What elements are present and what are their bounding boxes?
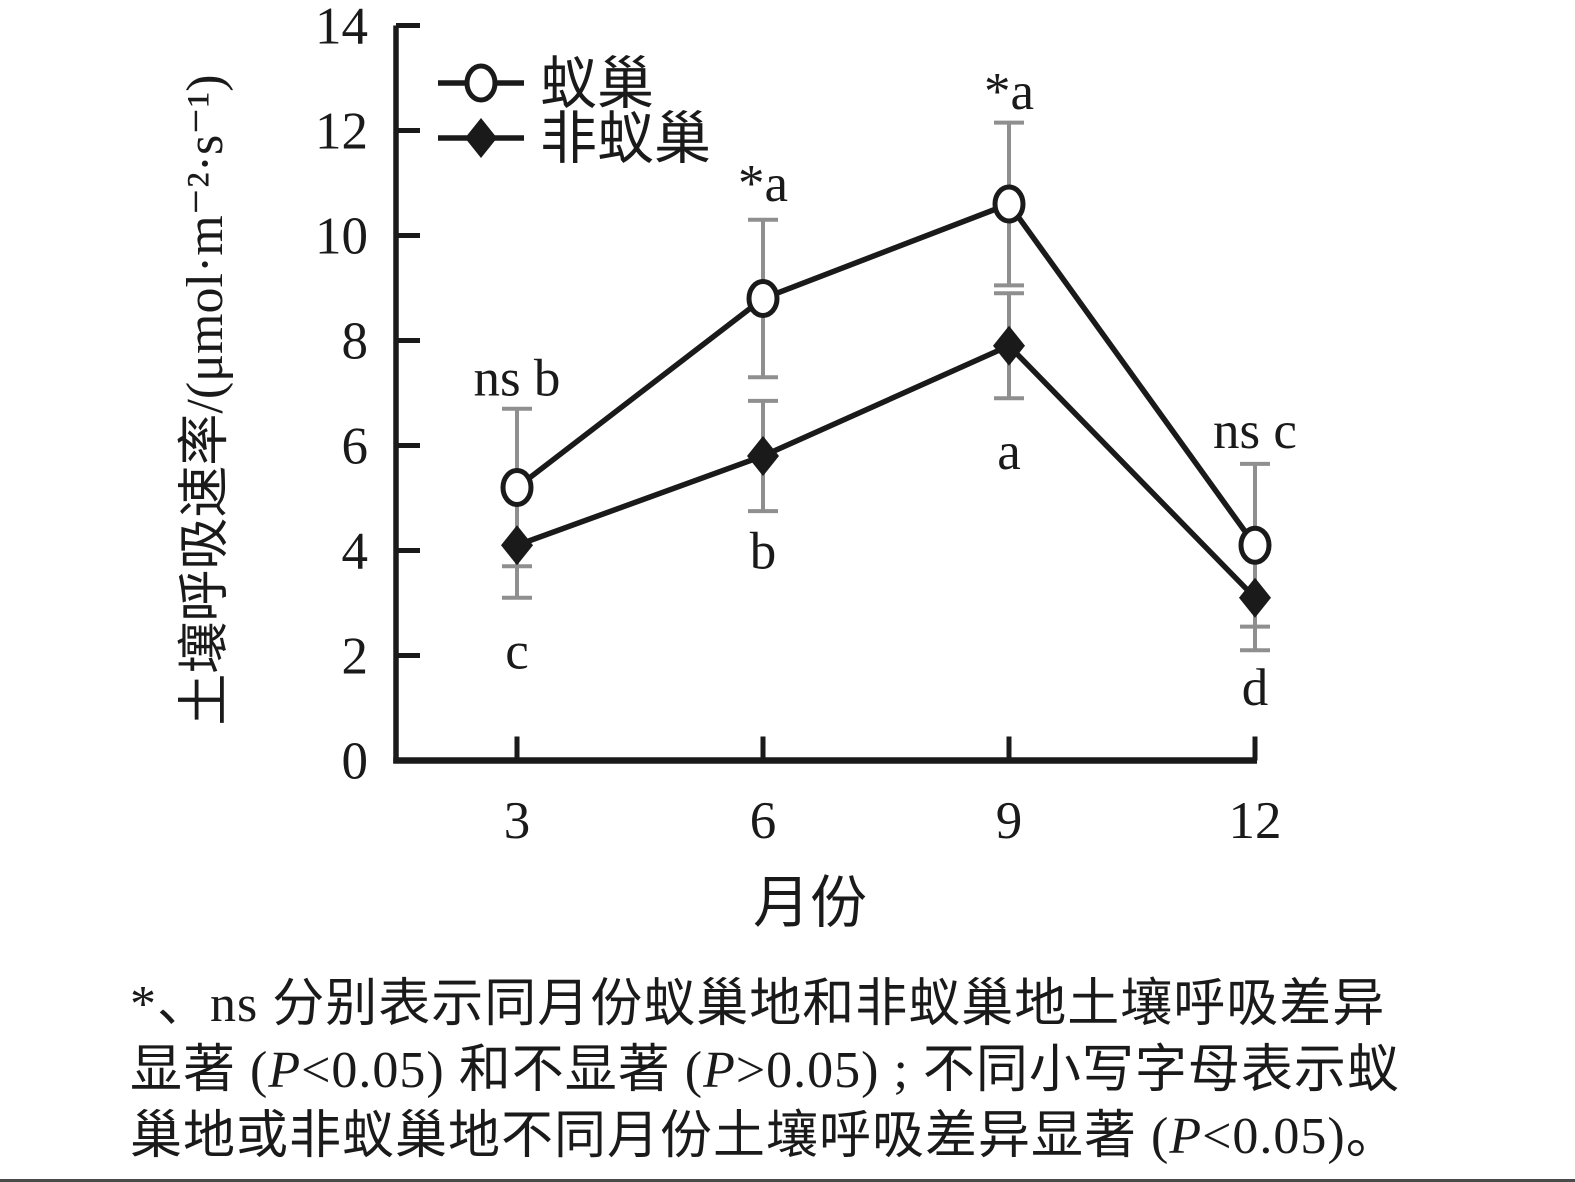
circle-marker — [992, 184, 1026, 224]
legend-label: 非蚁巢 — [540, 108, 711, 171]
y-tick-label: 8 — [342, 313, 369, 371]
soil-respiration-chart: 0 2 4 6 8 10 12 14 3 6 9 12 月份 土壤呼吸速率/(μmol·m⁻²·s⁻¹) 蚁… — [177, 0, 1297, 935]
figure-footnote: *、ns 分别表示同月份蚁巢地和非蚁巢地土壤呼吸差异 显著 (P<0.05) 和… — [130, 972, 1530, 1170]
y-tick-label: 12 — [315, 103, 368, 161]
series-markers-0 — [500, 184, 1272, 565]
significance-annotations: ns b c *a b *a a ns c d — [474, 63, 1297, 717]
annotation-below: a — [997, 423, 1021, 481]
annotation-above: *a — [738, 155, 788, 213]
circle-marker — [1238, 525, 1272, 565]
footnote-line: 显著 (P<0.05) 和不显著 (P>0.05) ; 不同小写字母表示蚁 — [130, 1042, 1400, 1099]
y-axis-title: 土壤呼吸速率/(μmol·m⁻²·s⁻¹) — [177, 74, 234, 725]
x-tick-label: 9 — [996, 792, 1023, 850]
annotation-below: b — [750, 523, 777, 581]
annotation-above: ns b — [474, 349, 561, 407]
annotation-above: ns c — [1213, 402, 1297, 460]
y-tick-label: 6 — [342, 418, 369, 476]
annotation-below: d — [1242, 659, 1269, 717]
circle-marker — [500, 468, 534, 507]
circle-marker — [746, 279, 780, 318]
diamond-marker — [501, 525, 533, 566]
diamond-marker — [465, 118, 497, 158]
series-markers-1 — [501, 325, 1271, 618]
x-tick-label: 3 — [504, 792, 531, 850]
axes: 0 2 4 6 8 10 12 14 3 6 9 12 月份 土壤呼吸速率/(μmol·m⁻²·s⁻¹) — [177, 0, 1282, 935]
x-tick-label: 12 — [1229, 792, 1282, 850]
diamond-marker — [1239, 577, 1271, 618]
annotation-above: *a — [984, 63, 1034, 121]
y-tick-label: 2 — [342, 628, 369, 686]
x-axis-title: 月份 — [753, 872, 867, 935]
footnote-line: *、ns 分别表示同月份蚁巢地和非蚁巢地土壤呼吸差异 — [130, 976, 1386, 1033]
diamond-marker — [747, 436, 779, 476]
series-line-0 — [515, 200, 1258, 547]
diamond-marker — [993, 325, 1025, 366]
footnote-line: 巢地或非蚁巢地不同月份土壤呼吸差异显著 (P<0.05)。 — [130, 1108, 1399, 1165]
y-tick-label: 0 — [342, 733, 369, 791]
x-tick-label: 6 — [750, 792, 777, 850]
legend-label: 蚁巢 — [540, 53, 654, 116]
circle-marker — [464, 63, 498, 103]
series-line-1 — [516, 342, 1257, 600]
page-bottom-rule — [0, 1179, 1575, 1182]
y-tick-label: 4 — [342, 523, 369, 581]
error-bars — [502, 120, 1270, 653]
y-tick-label: 10 — [315, 208, 368, 266]
y-tick-label: 14 — [315, 0, 368, 56]
annotation-below: c — [505, 622, 529, 680]
